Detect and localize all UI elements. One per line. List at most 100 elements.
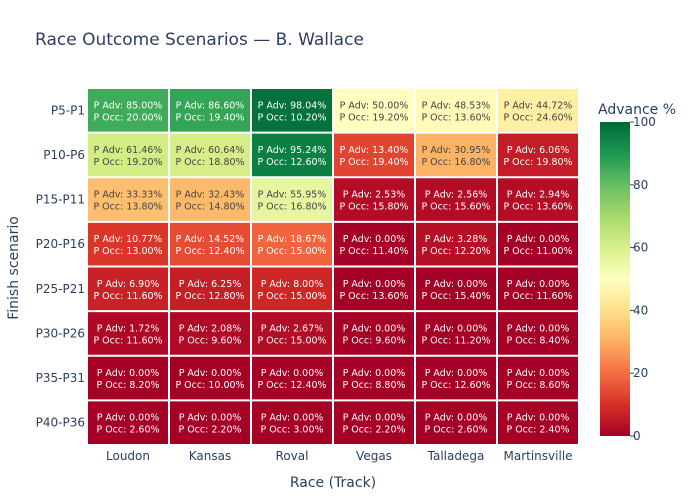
- heatmap-cell: [334, 267, 414, 311]
- cell-adv-label: P Adv: 95.24%: [258, 145, 327, 156]
- y-axis-title: Finish scenario: [6, 216, 22, 320]
- chart-title: Race Outcome Scenarios — B. Wallace: [35, 30, 364, 50]
- cell-occ-label: P Occ: 13.80%: [93, 202, 162, 213]
- y-axis-ticks: P5-P1 P10-P6 P15-P11 P20-P16 P25-P21 P30-P26 P…: [36, 103, 85, 429]
- cell-adv-label: P Adv: 0.00%: [425, 368, 488, 379]
- cell-occ-label: P Occ: 12.80%: [175, 291, 244, 302]
- cell-occ-label: P Occ: 13.60%: [503, 202, 572, 213]
- heatmap-cell: [334, 133, 414, 177]
- y-tick-label: P40-P36: [36, 416, 85, 430]
- x-tick-label: Kansas: [189, 449, 231, 463]
- cell-adv-label: P Adv: 98.04%: [258, 100, 327, 111]
- cell-adv-label: P Adv: 0.00%: [179, 368, 242, 379]
- colorbar-tick-label: 20: [633, 366, 648, 380]
- cell-adv-label: P Adv: 2.94%: [507, 190, 570, 201]
- cell-adv-label: P Adv: 30.95%: [422, 145, 491, 156]
- cell-occ-label: P Occ: 18.80%: [175, 157, 244, 168]
- cell-occ-label: P Occ: 19.20%: [339, 112, 408, 123]
- cell-occ-label: P Occ: 10.00%: [175, 380, 244, 391]
- heatmap-cell: [170, 89, 250, 132]
- cell-adv-label: P Adv: 32.43%: [176, 190, 245, 201]
- x-tick-label: Talladega: [427, 449, 485, 463]
- cell-adv-label: P Adv: 13.40%: [340, 145, 409, 156]
- heatmap-cell: [416, 356, 496, 400]
- heatmap-cell: [88, 312, 168, 355]
- heatmap-cell: [252, 267, 332, 311]
- heatmap-cell: [416, 401, 496, 444]
- heatmap-cell: [498, 89, 578, 132]
- colorbar-ticks: 0 20 40 60 80 100: [630, 115, 656, 443]
- cell-occ-label: P Occ: 12.20%: [421, 246, 490, 257]
- cell-occ-label: P Occ: 9.60%: [342, 335, 405, 346]
- y-tick-label: P35-P31: [36, 371, 85, 385]
- x-tick-label: Roval: [276, 449, 309, 463]
- heatmap-cell: [334, 222, 414, 266]
- cell-occ-label: P Occ: 15.00%: [257, 335, 326, 346]
- heatmap-cell: [170, 133, 250, 177]
- cell-occ-label: P Occ: 11.20%: [421, 335, 490, 346]
- heatmap-cell: [88, 222, 168, 266]
- cell-occ-label: P Occ: 11.60%: [503, 291, 572, 302]
- cell-occ-label: P Occ: 2.20%: [342, 425, 405, 436]
- cell-adv-label: P Adv: 14.52%: [176, 234, 245, 245]
- cell-occ-label: P Occ: 15.00%: [257, 246, 326, 257]
- cell-adv-label: P Adv: 85.00%: [94, 100, 163, 111]
- cell-adv-label: P Adv: 3.28%: [425, 234, 488, 245]
- cell-occ-label: P Occ: 15.80%: [339, 202, 408, 213]
- cell-occ-label: P Occ: 12.40%: [175, 246, 244, 257]
- y-tick-label: P25-P21: [36, 282, 85, 296]
- cell-adv-label: P Adv: 50.00%: [340, 100, 409, 111]
- heatmap-cell: [170, 401, 250, 444]
- cell-adv-label: P Adv: 18.67%: [258, 234, 327, 245]
- heatmap-cell: [170, 178, 250, 221]
- cell-occ-label: P Occ: 2.60%: [96, 425, 159, 436]
- cell-occ-label: P Occ: 8.60%: [506, 380, 569, 391]
- cell-occ-label: P Occ: 11.60%: [93, 335, 162, 346]
- cell-occ-label: P Occ: 12.60%: [257, 157, 326, 168]
- cell-adv-label: P Adv: 0.00%: [343, 368, 406, 379]
- heatmap-cell: [334, 356, 414, 400]
- heatmap-cell: [170, 267, 250, 311]
- cell-adv-label: P Adv: 48.53%: [422, 100, 491, 111]
- heatmap-cell: [498, 312, 578, 355]
- cell-adv-label: P Adv: 0.00%: [507, 234, 570, 245]
- cell-occ-label: P Occ: 2.20%: [178, 425, 241, 436]
- cell-adv-label: P Adv: 0.00%: [343, 323, 406, 334]
- heatmap-cell: [170, 312, 250, 355]
- heatmap-cell: [334, 178, 414, 221]
- cell-occ-label: P Occ: 9.60%: [178, 335, 241, 346]
- cell-occ-label: P Occ: 15.00%: [257, 291, 326, 302]
- cell-occ-label: P Occ: 8.40%: [506, 335, 569, 346]
- heatmap-cell: [88, 178, 168, 221]
- cell-adv-label: P Adv: 0.00%: [261, 368, 324, 379]
- heatmap-cell: [416, 267, 496, 311]
- heatmap-cell: [170, 356, 250, 400]
- heatmap-cell: [252, 133, 332, 177]
- colorbar-title: Advance %: [598, 102, 676, 118]
- y-tick-label: P15-P11: [36, 193, 85, 207]
- cell-occ-label: P Occ: 13.00%: [93, 246, 162, 257]
- cell-occ-label: P Occ: 11.40%: [339, 246, 408, 257]
- cell-occ-label: P Occ: 16.80%: [257, 202, 326, 213]
- colorbar-tick-label: 100: [633, 115, 656, 129]
- cell-adv-label: P Adv: 0.00%: [343, 413, 406, 424]
- cell-occ-label: P Occ: 19.40%: [339, 157, 408, 168]
- heatmap-cells: P Adv: 85.00%P Occ: 20.00%P Adv: 86.60%P…: [88, 89, 578, 444]
- cell-occ-label: P Occ: 11.60%: [93, 291, 162, 302]
- heatmap-cell: [88, 133, 168, 177]
- cell-adv-label: P Adv: 0.00%: [97, 413, 160, 424]
- y-tick-label: P20-P16: [36, 237, 85, 251]
- cell-adv-label: P Adv: 0.00%: [343, 234, 406, 245]
- cell-adv-label: P Adv: 0.00%: [507, 368, 570, 379]
- cell-adv-label: P Adv: 0.00%: [425, 413, 488, 424]
- x-tick-label: Martinsville: [503, 449, 572, 463]
- cell-adv-label: P Adv: 61.46%: [94, 145, 163, 156]
- cell-adv-label: P Adv: 1.72%: [97, 323, 160, 334]
- cell-adv-label: P Adv: 0.00%: [425, 323, 488, 334]
- cell-occ-label: P Occ: 2.60%: [424, 425, 487, 436]
- colorbar-gradient: [600, 122, 630, 436]
- colorbar-tick-label: 60: [633, 241, 648, 255]
- x-axis-ticks: Loudon Kansas Roval Vegas Talladega Martinsvi…: [106, 449, 573, 463]
